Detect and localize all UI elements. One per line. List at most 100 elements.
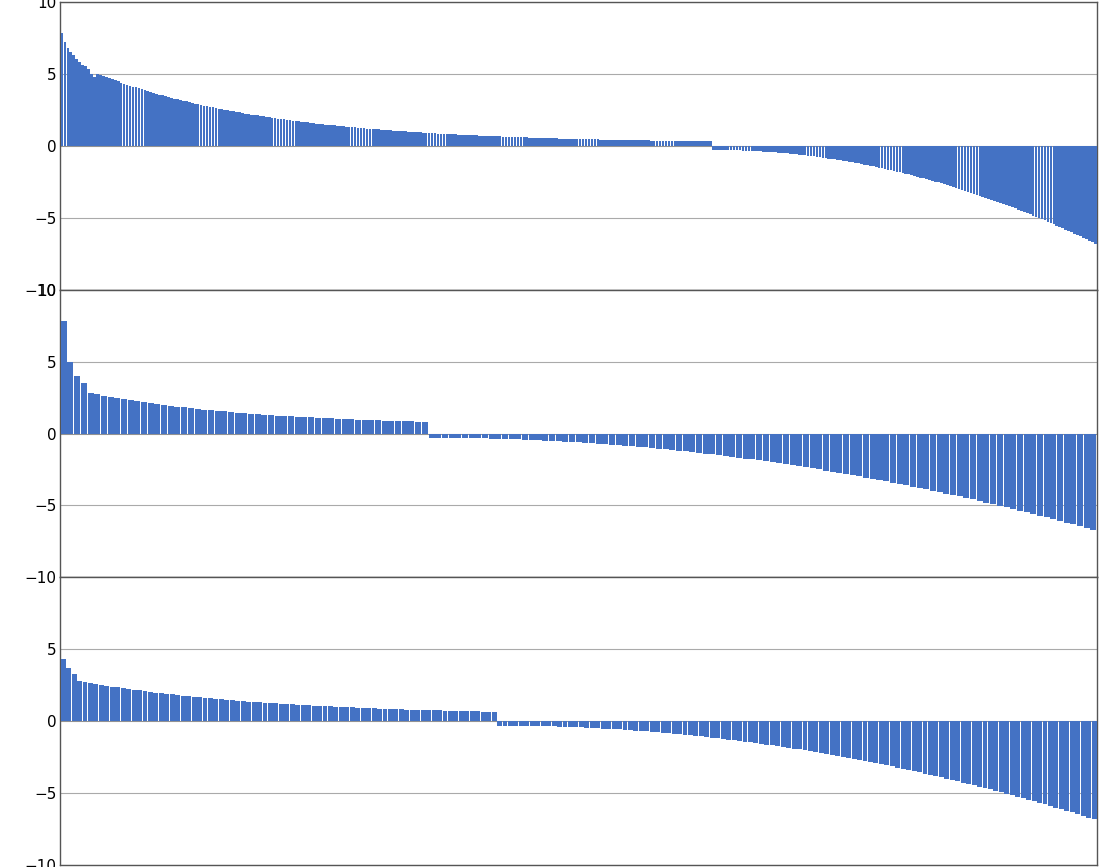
Bar [85,67,87,146]
Bar [857,721,862,760]
Bar [650,721,655,732]
Bar [513,721,519,726]
Bar [502,721,508,726]
Bar [1085,146,1088,239]
Bar [181,407,187,434]
Bar [541,721,545,727]
Bar [1037,721,1042,803]
Bar [763,434,769,461]
Bar [517,137,519,146]
Bar [77,681,82,721]
Bar [1010,434,1017,509]
Bar [141,89,143,146]
Bar [570,139,573,146]
Bar [748,721,753,742]
Bar [973,146,975,193]
Bar [116,81,120,146]
Bar [330,125,333,146]
Bar [238,113,241,146]
Bar [307,706,311,721]
Bar [535,434,542,440]
Bar [557,721,562,727]
Bar [743,434,748,459]
Bar [789,146,791,153]
Bar [919,146,922,178]
Bar [880,146,884,168]
Bar [457,134,460,146]
Bar [195,409,200,434]
Bar [465,711,469,721]
Bar [863,434,869,478]
Bar [564,139,567,146]
Bar [843,434,850,474]
Bar [462,434,468,438]
Bar [739,146,742,151]
Bar [789,434,796,466]
Bar [696,434,702,453]
Bar [913,146,917,176]
Bar [336,126,338,146]
Bar [763,146,765,152]
Bar [756,146,759,151]
Bar [823,434,829,471]
Bar [677,721,682,734]
Bar [165,694,169,721]
Bar [121,399,127,434]
Bar [475,712,480,721]
Bar [1048,721,1053,806]
Bar [280,119,282,146]
Bar [617,721,622,729]
Bar [1080,721,1086,816]
Bar [937,146,940,182]
Bar [846,721,851,758]
Bar [1041,146,1043,219]
Bar [535,721,541,726]
Bar [1015,721,1020,797]
Bar [632,140,635,146]
Bar [810,146,812,156]
Bar [493,136,496,146]
Bar [641,140,644,146]
Bar [1043,721,1047,805]
Bar [324,125,326,146]
Bar [197,697,202,721]
Bar [384,130,386,146]
Bar [286,120,288,146]
Bar [134,401,141,434]
Bar [976,146,978,194]
Bar [656,140,658,146]
Bar [768,146,770,152]
Bar [644,140,646,146]
Bar [623,140,625,146]
Bar [1083,146,1085,238]
Bar [404,709,409,721]
Bar [1057,434,1063,521]
Bar [907,721,911,770]
Bar [426,710,431,721]
Bar [407,132,410,146]
Bar [569,434,575,442]
Bar [421,710,425,721]
Bar [1008,146,1011,206]
Bar [1004,721,1009,794]
Bar [95,394,100,434]
Bar [563,721,567,727]
Bar [354,127,356,146]
Bar [74,376,80,434]
Bar [88,683,93,721]
Bar [997,434,1003,505]
Bar [764,721,769,745]
Bar [1055,146,1058,225]
Bar [288,416,295,434]
Bar [614,140,617,146]
Bar [497,721,502,726]
Bar [435,434,441,438]
Bar [556,434,562,441]
Bar [115,688,120,721]
Bar [808,721,813,751]
Bar [125,85,129,146]
Bar [388,709,393,721]
Bar [197,104,199,146]
Bar [235,112,238,146]
Bar [469,135,471,146]
